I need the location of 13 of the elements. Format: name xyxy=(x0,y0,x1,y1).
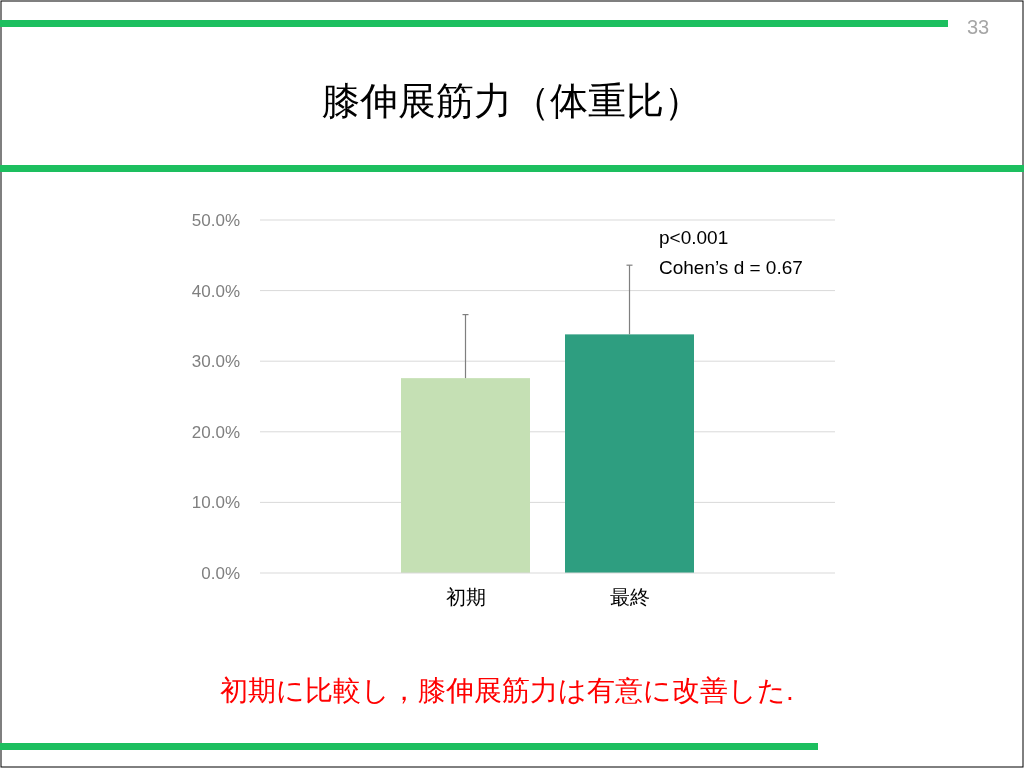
text: 初期に比較し，膝伸展筋力は有意に改善した. xyxy=(220,675,794,706)
y-tick-label: 0.0% xyxy=(201,564,240,583)
y-tick-label: 50.0% xyxy=(191,211,240,230)
x-tick-label: 初期 xyxy=(445,586,486,608)
y-tick-label: 10.0% xyxy=(191,493,240,513)
y-tick-label: 40.0% xyxy=(191,281,240,301)
y-tick-label: 30.0% xyxy=(191,352,240,372)
annotation: Cohen’s d = 0.67 xyxy=(659,257,803,278)
annotation: p<0.001 xyxy=(659,227,729,248)
text: 33 xyxy=(966,16,990,38)
x-tick-label: 最終 xyxy=(609,586,650,608)
chart-title: 膝伸展筋力（体重比） xyxy=(322,80,702,122)
y-tick-label: 20.0% xyxy=(191,422,240,442)
